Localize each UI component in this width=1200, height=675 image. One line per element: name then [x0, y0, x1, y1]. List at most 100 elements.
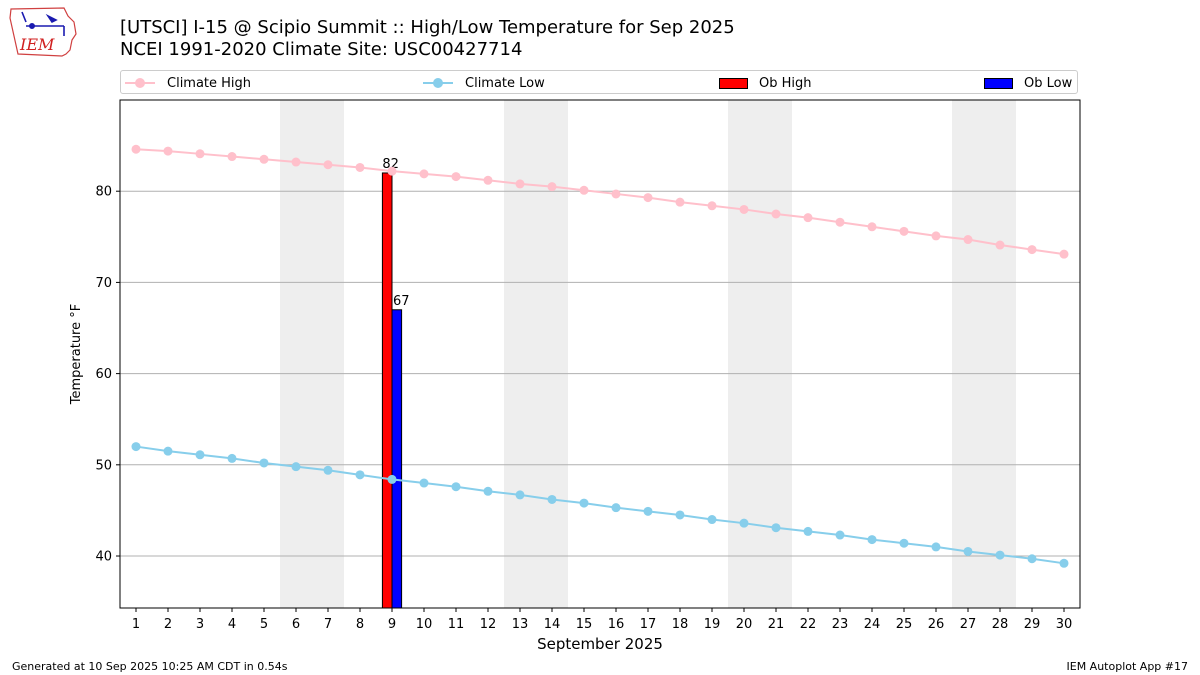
climate-low-point	[771, 523, 781, 533]
weekend-shade-2	[504, 100, 568, 608]
x-tick-label: 25	[896, 617, 913, 632]
climate-high-point	[387, 166, 397, 176]
x-tick-label: 10	[416, 617, 433, 632]
climate-high-point	[867, 222, 877, 232]
legend-climate-high-marker	[125, 77, 155, 89]
climate-high-line	[135, 148, 1065, 256]
x-axis-label: September 2025	[537, 635, 663, 653]
climate-high-point	[579, 185, 589, 195]
climate-high-point	[995, 240, 1005, 250]
legend-climate-low-marker	[423, 77, 453, 89]
climate-high-point	[419, 169, 429, 179]
climate-high-point	[643, 193, 653, 203]
x-tick-label: 5	[260, 617, 268, 632]
climate-low-point	[547, 494, 557, 504]
x-tick-label: 30	[1056, 617, 1073, 632]
climate-low-point	[483, 486, 493, 496]
plot-frame	[119, 99, 1081, 609]
x-tick-label: 3	[196, 617, 204, 632]
climate-low-point	[227, 453, 237, 463]
climate-high-point	[451, 172, 461, 182]
y-axis-label: Temperature °F	[69, 304, 84, 405]
climate-high-point	[1027, 245, 1037, 255]
climate-low-point	[163, 446, 173, 456]
climate-high-point	[963, 235, 973, 245]
climate-high-point	[259, 154, 269, 164]
x-tick-label: 18	[672, 617, 689, 632]
climate-high-point	[163, 146, 173, 156]
legend-item-ob-high: Ob High	[719, 71, 812, 95]
x-tick-label: 20	[736, 617, 753, 632]
weekend-shade-1	[280, 100, 344, 608]
climate-high-point	[323, 160, 333, 170]
climate-high-point	[515, 179, 525, 189]
chart-title: [UTSCI] I-15 @ Scipio Summit :: High/Low…	[120, 17, 735, 38]
climate-low-point	[675, 510, 685, 520]
x-tick-label: 9	[388, 617, 396, 632]
climate-low-point	[1059, 558, 1069, 568]
climate-high-point	[707, 201, 717, 211]
legend-ob-high-label: Ob High	[759, 75, 812, 91]
climate-high-point	[355, 162, 365, 172]
climate-low-point	[1027, 554, 1037, 564]
app-credit: IEM Autoplot App #17	[1066, 660, 1189, 673]
weather-station-icon	[21, 11, 65, 36]
x-tick-label: 8	[356, 617, 364, 632]
climate-high-point	[931, 231, 941, 241]
x-tick-label: 16	[608, 617, 625, 632]
x-tick-label: 26	[928, 617, 945, 632]
legend-ob-low-label: Ob Low	[1024, 75, 1073, 91]
weekend-shade-4	[952, 100, 1016, 608]
climate-high-point	[771, 209, 781, 219]
legend-climate-low-label: Climate Low	[465, 75, 545, 91]
climate-high-point	[675, 197, 685, 207]
climate-high-point	[611, 189, 621, 199]
climate-low-line	[135, 445, 1065, 565]
x-tick-label: 21	[768, 617, 785, 632]
x-tick-label: 24	[864, 617, 881, 632]
climate-high-point	[803, 213, 813, 223]
climate-high-point	[131, 144, 141, 154]
iem-logo: IEM	[9, 7, 77, 57]
climate-low-point	[867, 535, 877, 545]
x-tick-label: 15	[576, 617, 593, 632]
climate-low-point	[739, 518, 749, 528]
x-tick-label: 12	[480, 617, 497, 632]
x-tick-label: 13	[512, 617, 529, 632]
x-tick-label: 27	[960, 617, 977, 632]
climate-low-point	[355, 470, 365, 480]
climate-low-point	[419, 478, 429, 488]
climate-low-point	[451, 482, 461, 492]
ob-low-value-label: 67	[393, 294, 410, 309]
legend-ob-low-patch	[984, 77, 1013, 89]
climate-low-point	[291, 462, 301, 472]
x-tick-label: 17	[640, 617, 657, 632]
legend-ob-high-patch	[719, 77, 748, 89]
climate-low-point	[963, 546, 973, 556]
climate-low-point	[611, 503, 621, 513]
x-tick-label: 1	[132, 617, 140, 632]
legend-item-ob-low: Ob Low	[984, 71, 1072, 95]
iowa-outline-icon	[9, 7, 77, 57]
legend-item-climate-high: Climate High	[125, 71, 251, 95]
climate-high-point	[899, 226, 909, 236]
y-tick-label: 50	[95, 458, 112, 473]
climate-high-point	[835, 217, 845, 227]
legend-climate-high-label: Climate High	[167, 75, 252, 91]
x-tick-label: 7	[324, 617, 332, 632]
climate-low-point	[995, 550, 1005, 560]
chart-legend: Climate High Climate Low Ob High Ob Low	[120, 70, 1078, 94]
x-tick-label: 19	[704, 617, 721, 632]
climate-high-point	[483, 175, 493, 185]
climate-low-point	[259, 458, 269, 468]
climate-low-point	[515, 490, 525, 500]
climate-high-point	[227, 152, 237, 162]
climate-low-point	[323, 465, 333, 475]
climate-low-point	[387, 474, 397, 484]
climate-high-point	[195, 149, 205, 159]
climate-low-point	[643, 506, 653, 516]
climate-high-point	[291, 157, 301, 167]
y-tick-label: 40	[95, 550, 112, 565]
x-tick-label: 14	[544, 617, 561, 632]
generated-timestamp: Generated at 10 Sep 2025 10:25 AM CDT in…	[12, 660, 288, 673]
